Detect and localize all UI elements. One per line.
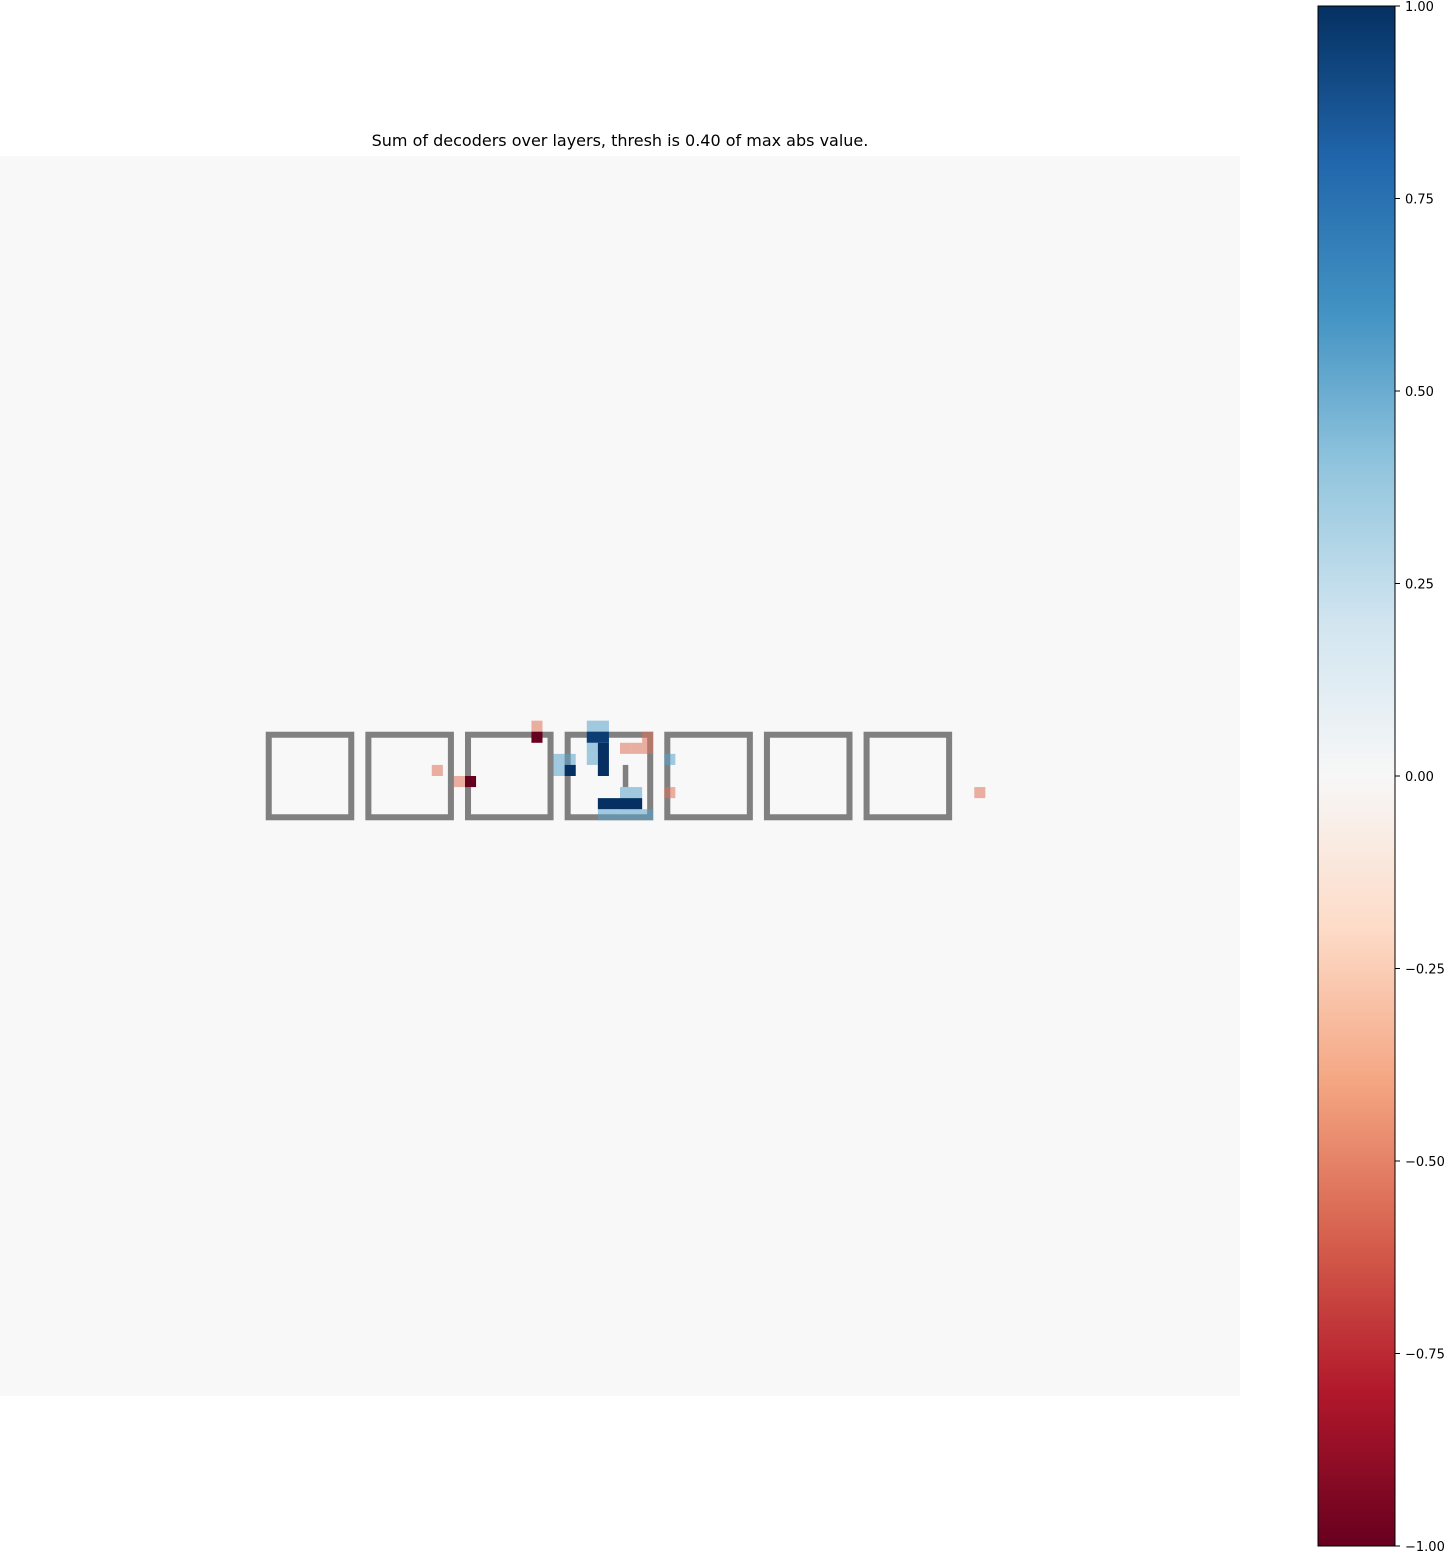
heatmap-cell (586, 742, 598, 754)
box-inner-mark (622, 764, 629, 788)
colorbar-tick-label: 0.50 (1405, 385, 1434, 400)
heatmap-cell (553, 753, 565, 765)
heatmap-cell (974, 787, 986, 799)
colorbar-tick-label: 0.75 (1405, 193, 1434, 208)
box-2 (365, 731, 454, 821)
heatmap-cell (531, 731, 543, 743)
colorbar-tick-label: −1.00 (1405, 1540, 1445, 1554)
colorbar-tick-label: −0.25 (1405, 963, 1445, 978)
box-1 (265, 731, 355, 821)
heatmap-cell (553, 764, 565, 776)
heatmap-cell (664, 753, 676, 765)
heatmap-cell (597, 742, 609, 776)
heatmap-background (0, 156, 1240, 1396)
box-7 (863, 731, 953, 821)
heatmap-cell (620, 742, 632, 754)
colorbar-tick-label: −0.50 (1405, 1155, 1445, 1170)
heatmap-cell (586, 731, 609, 743)
colorbar-tick-label: 0.25 (1405, 578, 1434, 593)
colorbar-tick-label: 0.00 (1405, 770, 1434, 785)
heatmap-cell (453, 776, 465, 788)
colorbar: 1.00 0.75 0.50 0.25 0.00 −0.25 −0.50 −0.75 −1.00 (1317, 0, 1445, 1554)
chart-title: Sum of decoders over layers, thresh is 0… (371, 131, 869, 150)
heatmap-plot (0, 156, 1240, 1396)
heatmap-cell (431, 764, 443, 776)
colorbar-tick-label: 1.00 (1405, 0, 1434, 15)
heatmap-cell (586, 753, 598, 765)
heatmap-cell (597, 809, 643, 821)
heatmap-cell (597, 798, 643, 810)
heatmap-cell (465, 776, 477, 788)
box-6 (763, 731, 853, 821)
heatmap-cell (564, 764, 576, 776)
colorbar-gradient (1317, 5, 1396, 1547)
heatmap-cell (642, 731, 654, 754)
heatmap-cell (664, 787, 676, 799)
heatmap-cell (631, 742, 643, 754)
colorbar-tick-label: −0.75 (1405, 1348, 1445, 1363)
box-5 (664, 731, 753, 821)
heatmap-cell (642, 809, 654, 821)
heatmap-cell (531, 720, 543, 732)
